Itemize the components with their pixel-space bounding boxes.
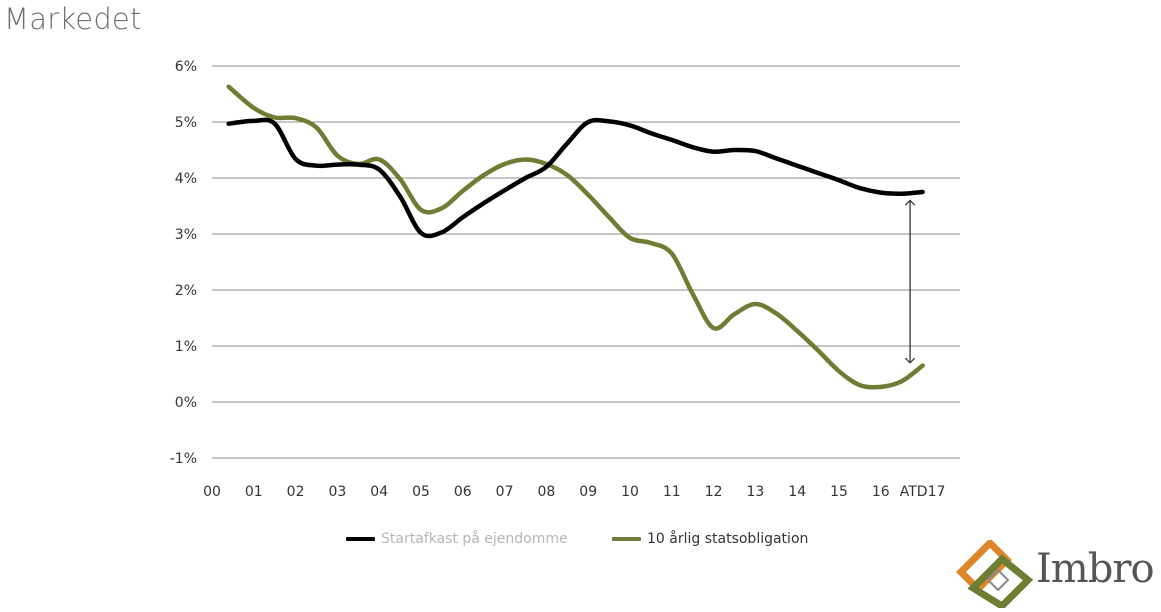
x-tick-label: 00	[203, 484, 221, 500]
imbro-logo: Imbro	[956, 538, 1156, 611]
x-tick-label: 13	[746, 484, 764, 500]
x-tick-label: 10	[621, 484, 639, 500]
x-axis-ticks: 00 01 02 03 04 05 06 07 08 09 10 11 12 13 14 15 16 ATD17	[203, 484, 945, 500]
x-tick-label: 08	[537, 484, 555, 500]
legend-label-series-0: Startafkast på ejendomme	[381, 531, 568, 547]
x-tick-label: 05	[412, 484, 430, 500]
x-tick-label: 14	[788, 484, 806, 500]
legend-swatch-series-1	[612, 537, 641, 541]
legend-item-series-1: 10 årlig statsobligation	[612, 531, 808, 547]
y-tick-label: 5%	[175, 115, 197, 131]
y-tick-label: 0%	[175, 395, 197, 411]
series-line-0	[226, 117, 925, 239]
x-tick-label: 07	[496, 484, 514, 500]
x-tick-label: 01	[245, 484, 263, 500]
x-tick-label: 09	[579, 484, 597, 500]
imbro-logo-text: Imbro	[1036, 546, 1155, 592]
y-tick-label: 1%	[175, 339, 197, 355]
x-tick-label: ATD17	[900, 484, 946, 500]
series-line-1	[226, 84, 925, 390]
x-tick-label: 12	[705, 484, 723, 500]
imbro-logo-mark	[956, 538, 1034, 611]
x-tick-label: 15	[830, 484, 848, 500]
legend-label-series-1: 10 årlig statsobligation	[647, 531, 809, 547]
series-lines	[226, 84, 925, 390]
legend-item-series-0: Startafkast på ejendomme	[346, 531, 568, 547]
y-tick-label: 4%	[175, 171, 197, 187]
x-tick-label: 04	[370, 484, 388, 500]
x-tick-label: 16	[872, 484, 890, 500]
legend-swatch-series-0	[346, 537, 375, 541]
y-tick-label: -1%	[170, 451, 197, 467]
x-tick-label: 06	[454, 484, 472, 500]
slide-title: Markedet	[4, 2, 142, 36]
x-tick-label: 03	[328, 484, 346, 500]
y-axis-ticks: -1% 0% 1% 2% 3% 4% 5% 6%	[170, 59, 197, 467]
legend: Startafkast på ejendomme 10 årlig statso…	[0, 531, 1161, 551]
y-tick-label: 6%	[175, 59, 197, 75]
y-tick-label: 3%	[175, 227, 197, 243]
x-tick-label: 11	[663, 484, 681, 500]
y-tick-label: 2%	[175, 283, 197, 299]
gridlines	[212, 65, 960, 459]
x-tick-label: 02	[287, 484, 305, 500]
